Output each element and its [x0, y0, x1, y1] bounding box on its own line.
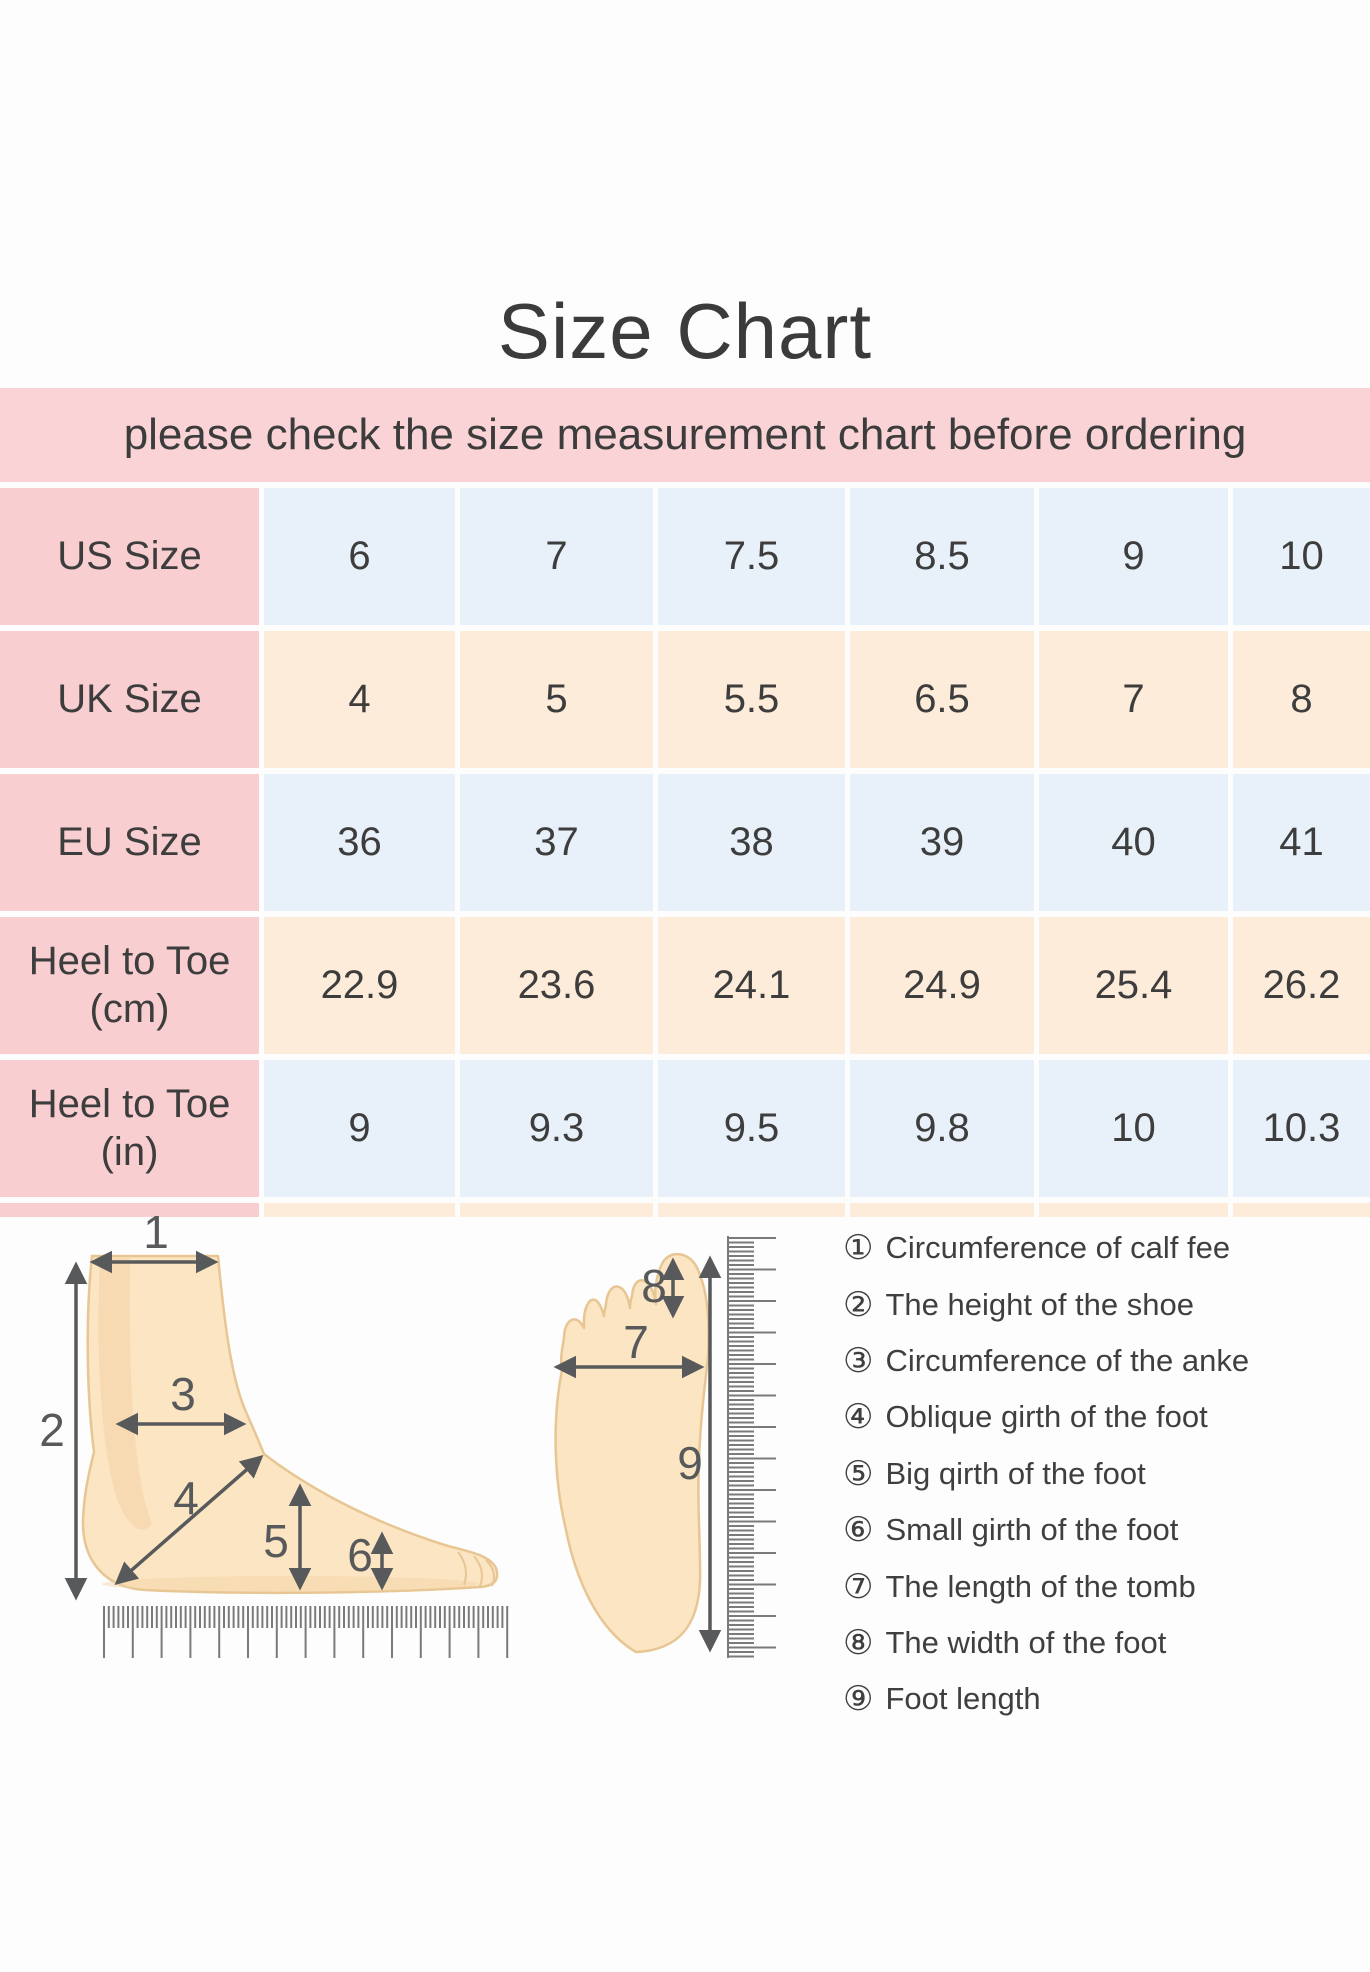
legend-item: ⑥ Small girth of the foot — [843, 1502, 1370, 1558]
legend-item: ① Circumference of calf fee — [843, 1220, 1370, 1276]
size-value: 9.8 — [850, 1060, 1034, 1197]
legend-item: ③ Circumference of the anke — [843, 1333, 1370, 1389]
marker-9-label: 9 — [677, 1437, 703, 1489]
size-value-sliver — [850, 1203, 1034, 1217]
row-label: Heel to Toe (cm) — [0, 917, 259, 1054]
marker-6-label: 6 — [347, 1529, 373, 1581]
row-label-sliver — [0, 1203, 259, 1217]
size-value: 39 — [850, 774, 1034, 911]
size-value: 22.9 — [264, 917, 455, 1054]
size-value: 6 — [264, 488, 455, 625]
leg-shading — [98, 1258, 152, 1530]
size-value: 9.3 — [460, 1060, 653, 1197]
row-label: EU Size — [0, 774, 259, 911]
legend-item-text: The height of the shoe — [885, 1286, 1194, 1322]
size-value: 38 — [658, 774, 845, 911]
foot-top-view-diagram: 7 8 9 — [553, 1236, 776, 1658]
size-value: 9 — [264, 1060, 455, 1197]
row-label: Heel to Toe (in) — [0, 1060, 259, 1197]
size-value: 6.5 — [850, 631, 1034, 768]
marker-2-label: 2 — [39, 1404, 65, 1456]
legend-item-number: ⑧ — [843, 1623, 874, 1662]
page-title: Size Chart — [497, 287, 873, 375]
legend-item-text: Small girth of the foot — [885, 1512, 1179, 1548]
row-label: US Size — [0, 488, 259, 625]
legend-item-text: Circumference of the anke — [885, 1342, 1250, 1378]
size-value: 9 — [1039, 488, 1228, 625]
size-value: 23.6 — [460, 917, 653, 1054]
size-value: 10 — [1233, 488, 1370, 625]
size-value: 10.3 — [1233, 1060, 1370, 1197]
size-value: 36 — [264, 774, 455, 911]
sole-shading — [102, 1576, 478, 1592]
size-value: 24.1 — [658, 917, 845, 1054]
size-value: 40 — [1039, 774, 1228, 911]
marker-8-label: 8 — [641, 1260, 667, 1312]
size-value: 25.4 — [1039, 917, 1228, 1054]
horizontal-ruler — [103, 1606, 509, 1658]
legend-item-text: Oblique girth of the foot — [885, 1399, 1208, 1435]
marker-3-label: 3 — [170, 1368, 196, 1420]
notice-banner: please check the size measurement chart … — [0, 388, 1370, 482]
legend-item-text: The width of the foot — [885, 1624, 1167, 1660]
size-value-sliver — [1233, 1203, 1370, 1217]
size-value: 10 — [1039, 1060, 1228, 1197]
legend-item: ⑨ Foot length — [843, 1671, 1370, 1727]
foot-side-view-diagram: 1 2 3 4 5 6 — [39, 1206, 509, 1658]
size-value: 7 — [1039, 631, 1228, 768]
legend-item: ② The height of the shoe — [843, 1276, 1370, 1332]
legend-item-text: The length of the tomb — [885, 1568, 1196, 1604]
legend-item: ⑤ Big qirth of the foot — [843, 1446, 1370, 1502]
legend-item-text: Circumference of calf fee — [885, 1230, 1231, 1266]
top-measurement-arrows: 7 8 9 — [553, 1255, 722, 1653]
marker-5-label: 5 — [263, 1515, 289, 1567]
marker-4-label: 4 — [173, 1472, 199, 1524]
legend-item-number: ① — [843, 1229, 874, 1268]
legend-item: ⑦ The length of the tomb — [843, 1558, 1370, 1614]
legend-item-number: ⑦ — [843, 1567, 874, 1606]
toe-crease — [485, 1559, 495, 1587]
size-value: 7 — [460, 488, 653, 625]
size-value: 37 — [460, 774, 653, 911]
legend-item-number: ② — [843, 1285, 874, 1324]
legend-item-number: ④ — [843, 1398, 874, 1437]
marker-7-label: 7 — [623, 1316, 649, 1368]
row-label: UK Size — [0, 631, 259, 768]
arrow-4 — [114, 1455, 264, 1585]
size-value-sliver — [1039, 1203, 1228, 1217]
measurement-legend: ① Circumference of calf fee ② The height of… — [843, 1220, 1370, 1728]
size-value-sliver — [658, 1203, 845, 1217]
vertical-ruler — [727, 1236, 776, 1658]
size-value: 7.5 — [658, 488, 845, 625]
legend-item: ⑧ The width of the foot — [843, 1615, 1370, 1671]
size-value: 8.5 — [850, 488, 1034, 625]
size-value: 4 — [264, 631, 455, 768]
toe-crease — [473, 1555, 483, 1587]
legend-item-number: ③ — [843, 1341, 874, 1380]
size-value: 5.5 — [658, 631, 845, 768]
legend-item-number: ⑥ — [843, 1511, 874, 1550]
legend-item-number: ⑨ — [843, 1680, 874, 1719]
legend-item: ④ Oblique girth of the foot — [843, 1389, 1370, 1445]
marker-1-label: 1 — [143, 1206, 169, 1258]
toe-crease — [457, 1551, 467, 1586]
legend-item-text: Big qirth of the foot — [885, 1455, 1146, 1491]
size-value: 8 — [1233, 631, 1370, 768]
size-value-sliver — [460, 1203, 653, 1217]
notice-banner-text: please check the size measurement chart … — [123, 410, 1247, 459]
size-table: US Size 6 7 7.5 8.5 9 10 UK Size 4 5 5.5 6.5 7 8 EU Si… — [0, 488, 1370, 1217]
size-value: 24.9 — [850, 917, 1034, 1054]
legend-item-number: ⑤ — [843, 1454, 874, 1493]
size-value: 9.5 — [658, 1060, 845, 1197]
size-value: 5 — [460, 631, 653, 768]
side-measurement-arrows: 1 2 3 4 5 6 — [39, 1206, 394, 1601]
legend-item-text: Foot length — [885, 1681, 1041, 1717]
size-value: 41 — [1233, 774, 1370, 911]
size-value: 26.2 — [1233, 917, 1370, 1054]
size-value-sliver — [264, 1203, 455, 1217]
